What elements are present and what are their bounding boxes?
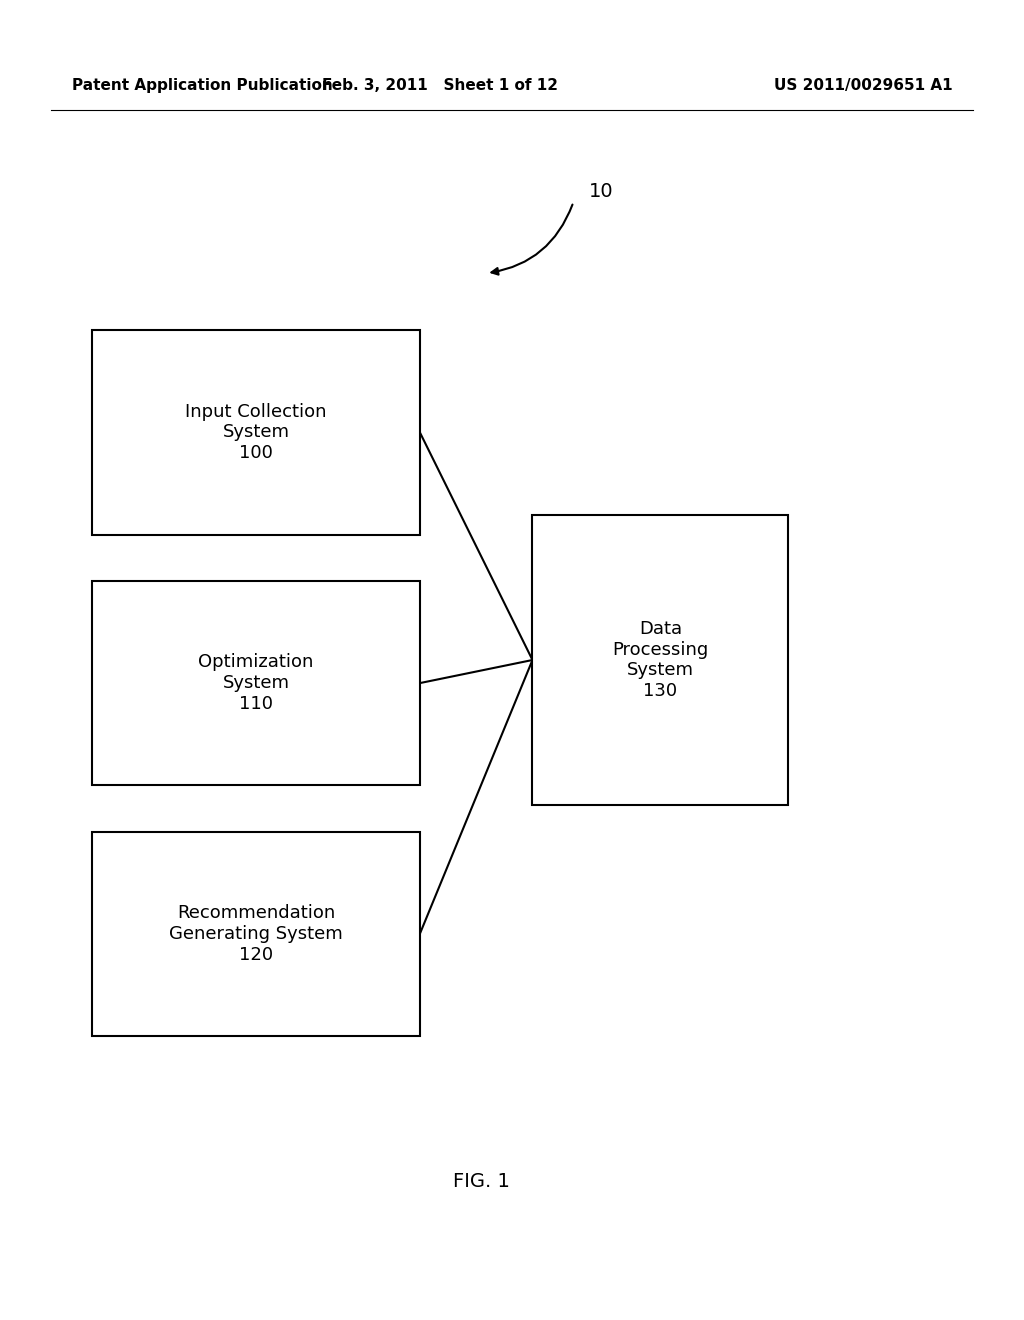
FancyBboxPatch shape (92, 832, 420, 1036)
FancyBboxPatch shape (532, 515, 788, 805)
Text: 10: 10 (589, 182, 613, 201)
Text: FIG. 1: FIG. 1 (453, 1172, 510, 1191)
Text: Feb. 3, 2011   Sheet 1 of 12: Feb. 3, 2011 Sheet 1 of 12 (323, 78, 558, 94)
FancyBboxPatch shape (92, 330, 420, 535)
FancyBboxPatch shape (92, 581, 420, 785)
Text: Optimization
System
110: Optimization System 110 (199, 653, 313, 713)
Text: Data
Processing
System
130: Data Processing System 130 (612, 620, 709, 700)
Text: Input Collection
System
100: Input Collection System 100 (185, 403, 327, 462)
Text: US 2011/0029651 A1: US 2011/0029651 A1 (774, 78, 952, 94)
FancyArrowPatch shape (492, 205, 572, 275)
Text: Recommendation
Generating System
120: Recommendation Generating System 120 (169, 904, 343, 964)
Text: Patent Application Publication: Patent Application Publication (72, 78, 333, 94)
